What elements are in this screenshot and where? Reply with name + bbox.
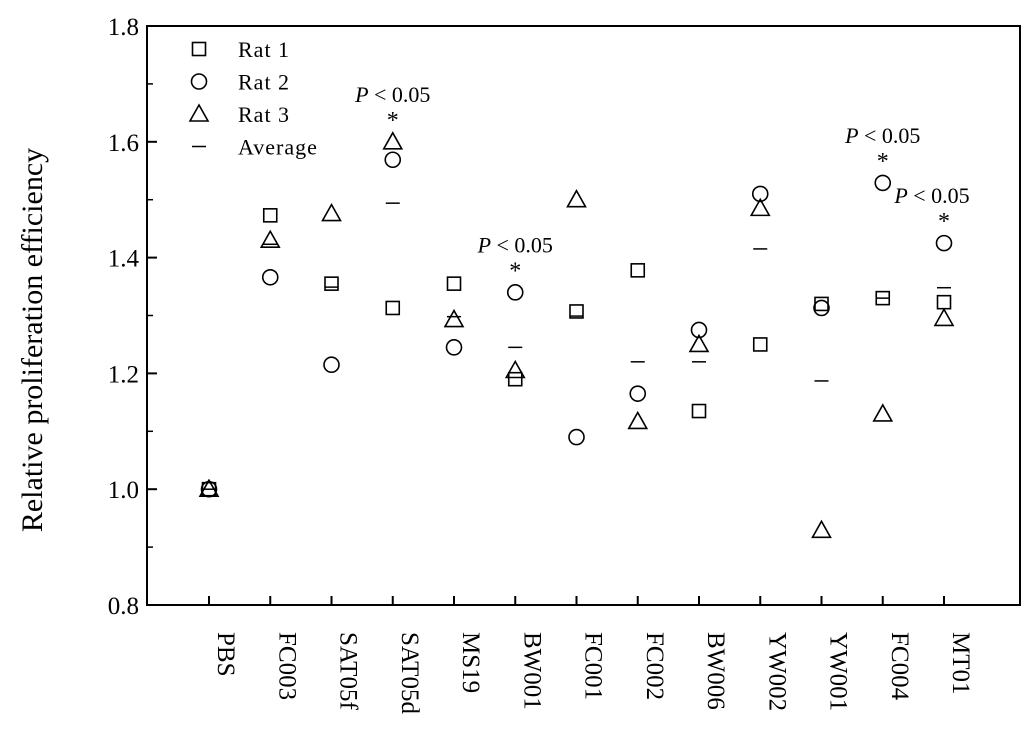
x-tick-label: MS19 bbox=[457, 632, 484, 693]
x-tick-label: FC001 bbox=[580, 632, 607, 700]
data-points bbox=[198, 131, 955, 539]
point-rat-2 bbox=[751, 185, 769, 203]
legend-marker-rat-2 bbox=[190, 73, 208, 90]
point-rat-3 bbox=[811, 519, 832, 539]
point-rat-1 bbox=[507, 371, 523, 387]
legend-label-rat-3: Rat 3 bbox=[238, 102, 290, 127]
y-axis-title: Relative proliferation efficiency bbox=[16, 148, 49, 532]
point-rat-2 bbox=[384, 151, 402, 169]
point-rat-2 bbox=[690, 321, 708, 339]
significance-star: * bbox=[938, 209, 950, 235]
y-tick-label: 0.8 bbox=[108, 593, 139, 620]
point-rat-1 bbox=[691, 403, 707, 419]
point-rat-2 bbox=[261, 268, 279, 286]
point-rat-3 bbox=[259, 229, 281, 249]
x-tick-label: SAT05d bbox=[396, 632, 423, 714]
legend-marker-rat-3 bbox=[188, 103, 210, 122]
legend-label-rat-2: Rat 2 bbox=[238, 70, 290, 95]
point-rat-2 bbox=[445, 339, 463, 356]
point-rat-1 bbox=[324, 276, 339, 291]
significance-star: * bbox=[509, 258, 521, 284]
y-axis-ticks: 0.8 1.0 1.2 1.4 1.6 1.8 bbox=[108, 14, 157, 620]
x-tick-label: SAT05f bbox=[335, 632, 362, 710]
point-rat-1 bbox=[446, 276, 462, 291]
point-rat-1 bbox=[569, 304, 584, 319]
x-tick-label: MT01 bbox=[947, 632, 974, 695]
legend-label-rat-1: Rat 1 bbox=[238, 37, 290, 62]
point-rat-1 bbox=[814, 296, 829, 312]
p-value-label: P < 0.05 bbox=[354, 82, 430, 107]
point-rat-1 bbox=[752, 337, 768, 352]
x-axis-ticks: PBS FC003 SAT05f SAT05d MS19 BW001 FC001 FC002 B… bbox=[208, 596, 974, 714]
point-rat-3 bbox=[566, 189, 587, 208]
x-tick-label: YW002 bbox=[763, 632, 790, 711]
legend-marker-rat-1 bbox=[191, 41, 207, 57]
legend: Rat 1 Rat 2 Rat 3 Average bbox=[188, 37, 318, 160]
point-rat-3 bbox=[872, 403, 894, 422]
point-rat-2 bbox=[323, 356, 340, 374]
p-value-label: P < 0.05 bbox=[893, 183, 969, 208]
point-rat-3 bbox=[382, 131, 404, 150]
point-rat-3 bbox=[504, 359, 526, 379]
x-tick-label: BW001 bbox=[518, 632, 545, 710]
significance-star: * bbox=[387, 108, 399, 134]
point-rat-3 bbox=[321, 202, 342, 222]
point-rat-3 bbox=[627, 410, 649, 430]
point-rat-1 bbox=[630, 263, 646, 278]
p-value-label: P < 0.05 bbox=[477, 232, 553, 257]
point-rat-2 bbox=[629, 385, 647, 402]
x-tick-label: YW001 bbox=[825, 632, 852, 711]
x-tick-label: BW006 bbox=[702, 632, 729, 710]
x-tick-label: FC004 bbox=[886, 632, 913, 701]
y-tick-label: 1.4 bbox=[108, 246, 140, 273]
significance-annotations: *P < 0.05*P < 0.05*P < 0.05*P < 0.05 bbox=[354, 82, 970, 285]
point-rat-3 bbox=[198, 478, 220, 498]
y-tick-label: 1.2 bbox=[108, 361, 139, 388]
point-rat-1 bbox=[262, 208, 278, 223]
y-tick-label: 1.8 bbox=[108, 14, 139, 41]
point-rat-2 bbox=[506, 284, 524, 301]
y-tick-label: 1.0 bbox=[108, 477, 139, 504]
point-rat-2 bbox=[874, 174, 892, 192]
point-rat-3 bbox=[933, 307, 955, 327]
significance-star: * bbox=[877, 149, 889, 175]
point-rat-3 bbox=[443, 308, 465, 328]
point-rat-3 bbox=[688, 333, 710, 353]
point-rat-2 bbox=[568, 428, 585, 446]
y-tick-label: 1.6 bbox=[108, 130, 139, 157]
x-tick-label: FC002 bbox=[641, 632, 668, 700]
x-tick-label: FC003 bbox=[273, 632, 300, 700]
point-rat-2 bbox=[813, 299, 830, 317]
point-rat-1 bbox=[936, 294, 952, 310]
point-rat-3 bbox=[749, 197, 771, 217]
point-rat-1 bbox=[385, 300, 401, 316]
point-rat-2 bbox=[935, 234, 953, 252]
legend-label-average: Average bbox=[238, 135, 318, 160]
x-tick-label: PBS bbox=[212, 632, 239, 676]
p-value-label: P < 0.05 bbox=[844, 123, 920, 148]
